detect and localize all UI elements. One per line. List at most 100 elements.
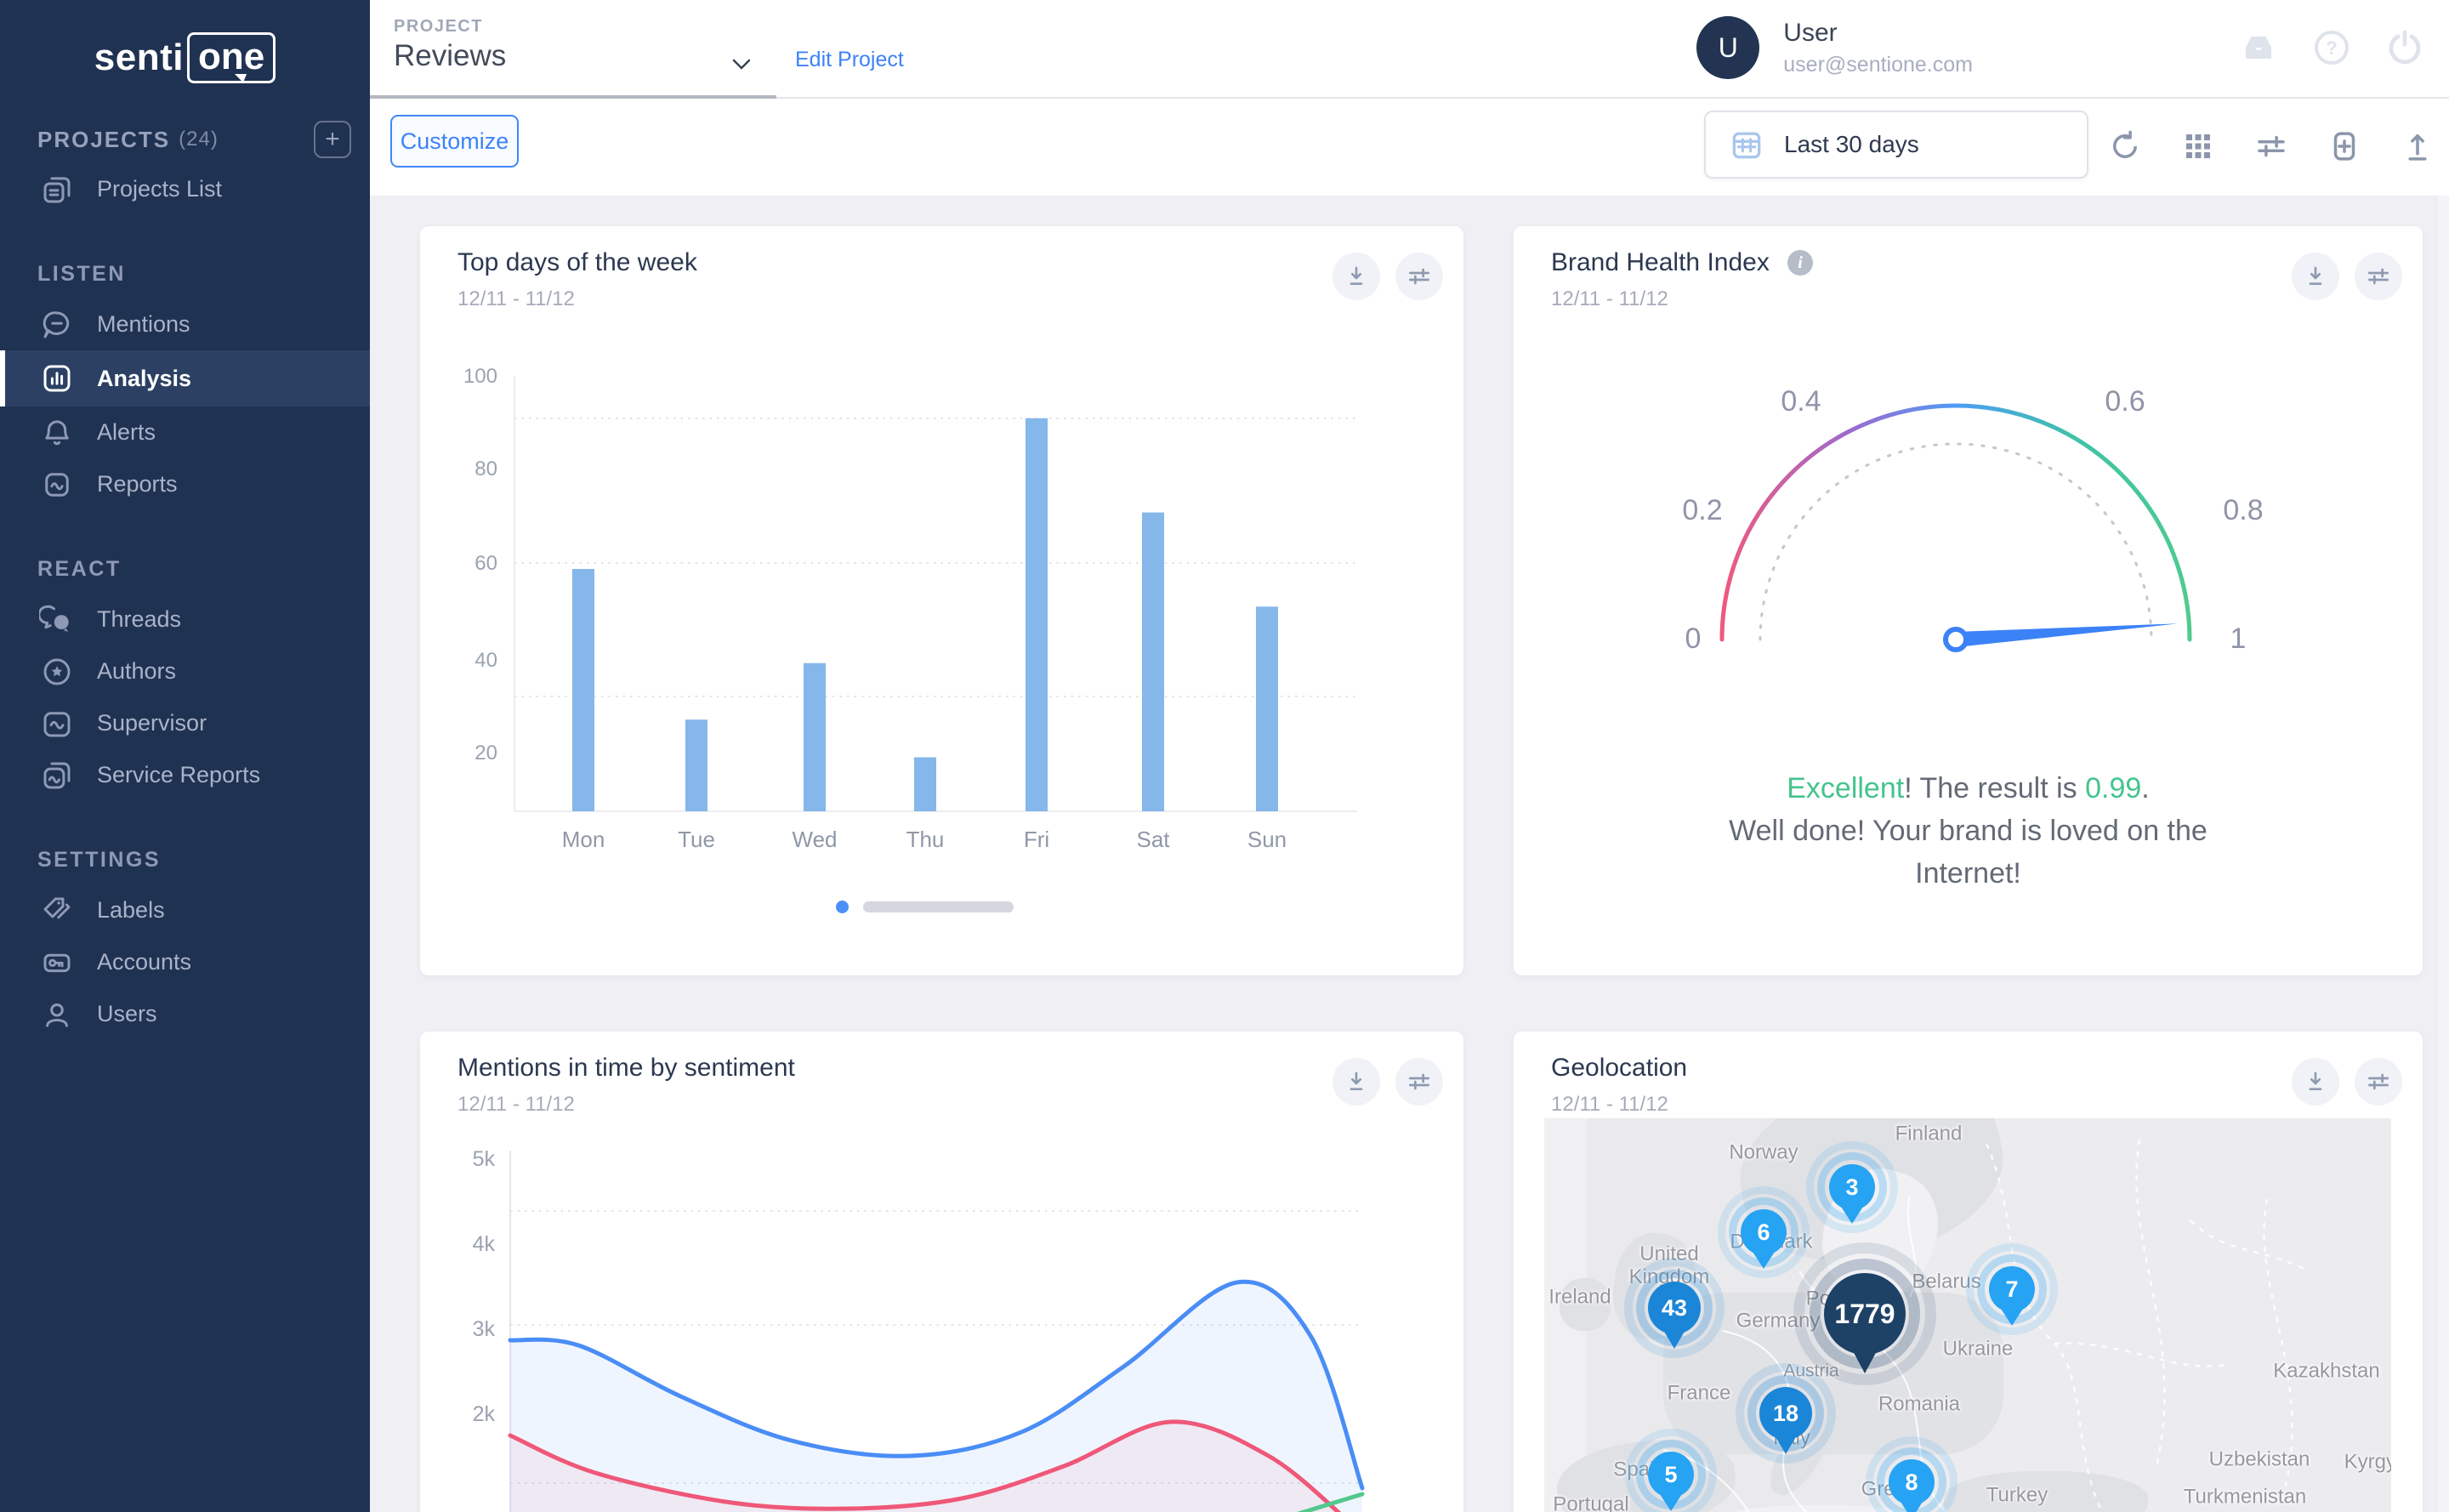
sidebar-item-label: Accounts bbox=[97, 949, 192, 975]
map-bubble-8[interactable]: 8 bbox=[1866, 1436, 1957, 1512]
widget-settings-button[interactable] bbox=[2355, 253, 2402, 300]
sidebar-item-users[interactable]: Users bbox=[0, 988, 370, 1040]
result-grade: Excellent bbox=[1787, 772, 1905, 804]
bubble-value: 6 bbox=[1757, 1219, 1770, 1245]
customize-button[interactable]: Customize bbox=[390, 115, 519, 168]
download-button[interactable] bbox=[2292, 253, 2339, 300]
project-selector[interactable]: PROJECT Reviews bbox=[370, 0, 776, 99]
map-bubble-7[interactable]: 7 bbox=[1966, 1243, 2058, 1335]
info-icon[interactable]: i bbox=[1787, 250, 1813, 276]
map-country-label: Turkey bbox=[1986, 1483, 2048, 1507]
result-value: 0.99 bbox=[2085, 772, 2142, 804]
pager-track[interactable] bbox=[863, 901, 1014, 912]
bubble-tail bbox=[1663, 1330, 1685, 1360]
chevron-down-icon bbox=[729, 56, 754, 73]
grid-view-icon[interactable] bbox=[2180, 128, 2216, 164]
sidebar-item-label: Authors bbox=[97, 658, 177, 684]
sidebar-item-alerts[interactable]: Alerts bbox=[0, 406, 370, 458]
download-button[interactable] bbox=[2292, 1058, 2339, 1106]
svg-text:5k: 5k bbox=[473, 1147, 496, 1171]
map-country-label: Romania bbox=[1878, 1392, 1961, 1416]
bubble-tail bbox=[2001, 1308, 2023, 1337]
bubble-value: 43 bbox=[1661, 1294, 1688, 1321]
help-icon[interactable]: ? bbox=[2311, 27, 2352, 68]
sidebar: senti one PROJECTS (24) + Projects List L… bbox=[0, 0, 370, 1512]
page-scrollbar[interactable] bbox=[2436, 196, 2449, 1512]
edit-project-link[interactable]: Edit Project bbox=[795, 48, 904, 71]
avatar: U bbox=[1696, 16, 1760, 79]
sidebar-item-labels[interactable]: Labels bbox=[0, 884, 370, 936]
bubble-tail bbox=[1841, 1206, 1863, 1235]
user-menu[interactable]: U User user@sentione.com bbox=[1696, 0, 1973, 95]
map-country-label: Kazakhstan bbox=[2273, 1359, 2380, 1383]
svg-text:Sat: Sat bbox=[1136, 827, 1170, 852]
refresh-icon[interactable] bbox=[2107, 128, 2143, 164]
map-bubble-43[interactable]: 43 bbox=[1624, 1258, 1725, 1358]
project-name: Reviews bbox=[394, 39, 507, 72]
map-bubble-6[interactable]: 6 bbox=[1718, 1186, 1810, 1278]
sentione-logo: senti one bbox=[0, 0, 370, 116]
sidebar-item-label: Users bbox=[97, 1001, 157, 1026]
mentions-icon bbox=[37, 305, 77, 344]
download-button[interactable] bbox=[1332, 1058, 1380, 1106]
svg-text:3k: 3k bbox=[473, 1317, 496, 1341]
filters-icon[interactable] bbox=[2253, 128, 2289, 164]
card-date-range: 12/11 - 11/12 bbox=[1551, 1093, 1668, 1116]
labels-icon bbox=[37, 891, 77, 930]
card-date-range: 12/11 - 11/12 bbox=[1551, 287, 1668, 310]
sidebar-item-reports[interactable]: Reports bbox=[0, 458, 370, 510]
map-country-label: Turkmenistan bbox=[2183, 1485, 2307, 1509]
sidebar-item-label: Reports bbox=[97, 471, 178, 497]
user-name: User bbox=[1783, 18, 1838, 47]
card-brand-health-index: Brand Health Index i 12/11 - 11/12 0 0.2 0… bbox=[1514, 226, 2423, 975]
dashboard-toolbar: Customize Last 30 days bbox=[370, 97, 2449, 196]
sidebar-item-label: Analysis bbox=[97, 365, 192, 391]
date-range-picker[interactable]: Last 30 days bbox=[1704, 111, 2088, 179]
map-country-label: Belarus bbox=[1912, 1270, 1981, 1293]
section-header-settings: SETTINGS bbox=[37, 848, 162, 872]
logout-power-icon[interactable] bbox=[2384, 27, 2425, 68]
bubble-value: 8 bbox=[1905, 1469, 1918, 1495]
projects-header: PROJECTS (24) + bbox=[0, 116, 370, 163]
sidebar-item-mentions[interactable]: Mentions bbox=[0, 298, 370, 350]
widget-settings-button[interactable] bbox=[2355, 1058, 2402, 1106]
svg-text:20: 20 bbox=[474, 742, 497, 765]
widget-settings-button[interactable] bbox=[1395, 1058, 1443, 1106]
add-widget-icon[interactable] bbox=[2327, 128, 2362, 164]
map-bubble-1779[interactable]: 1779 bbox=[1793, 1242, 1936, 1385]
export-icon[interactable] bbox=[2400, 128, 2435, 164]
svg-text:?: ? bbox=[2326, 37, 2337, 59]
alerts-icon bbox=[37, 413, 77, 452]
sidebar-item-label: Mentions bbox=[97, 311, 190, 337]
svg-text:0: 0 bbox=[1685, 622, 1702, 655]
map-bubble-3[interactable]: 3 bbox=[1806, 1141, 1898, 1233]
header-icons: ? bbox=[2238, 0, 2425, 95]
sidebar-item-threads[interactable]: Threads bbox=[0, 594, 370, 645]
svg-text:0.4: 0.4 bbox=[1781, 385, 1821, 418]
map-land-ireland bbox=[1560, 1278, 1611, 1331]
sidebar-item-projects-list[interactable]: Projects List bbox=[0, 163, 370, 215]
map-bubble-5[interactable]: 5 bbox=[1625, 1429, 1717, 1512]
card-title: Geolocation bbox=[1551, 1054, 1688, 1082]
sidebar-item-supervisor[interactable]: Supervisor bbox=[0, 697, 370, 749]
authors-icon bbox=[37, 652, 77, 691]
bubble-tail bbox=[1851, 1348, 1878, 1384]
download-button[interactable] bbox=[1332, 253, 1380, 300]
map-sea-mediterranean bbox=[1680, 1505, 1961, 1512]
add-project-button[interactable]: + bbox=[314, 121, 351, 158]
sidebar-item-authors[interactable]: Authors bbox=[0, 645, 370, 697]
card-title: Top days of the week bbox=[457, 248, 697, 276]
svg-text:Sun: Sun bbox=[1247, 827, 1287, 852]
carousel-pager[interactable] bbox=[836, 901, 1014, 913]
inbox-icon[interactable] bbox=[2238, 27, 2279, 68]
sidebar-item-service-reports[interactable]: Service Reports bbox=[0, 749, 370, 801]
map-bubble-18[interactable]: 18 bbox=[1736, 1363, 1836, 1464]
sidebar-item-accounts[interactable]: Accounts bbox=[0, 936, 370, 988]
logo-text: senti bbox=[94, 37, 184, 78]
card-date-range: 12/11 - 11/12 bbox=[457, 1093, 575, 1116]
widget-settings-button[interactable] bbox=[1395, 253, 1443, 300]
pager-active-dot[interactable] bbox=[836, 901, 849, 913]
map-country-label: Kyrgyzstan bbox=[2344, 1450, 2391, 1474]
threads-icon bbox=[37, 600, 77, 639]
sidebar-item-analysis[interactable]: Analysis bbox=[0, 350, 370, 406]
